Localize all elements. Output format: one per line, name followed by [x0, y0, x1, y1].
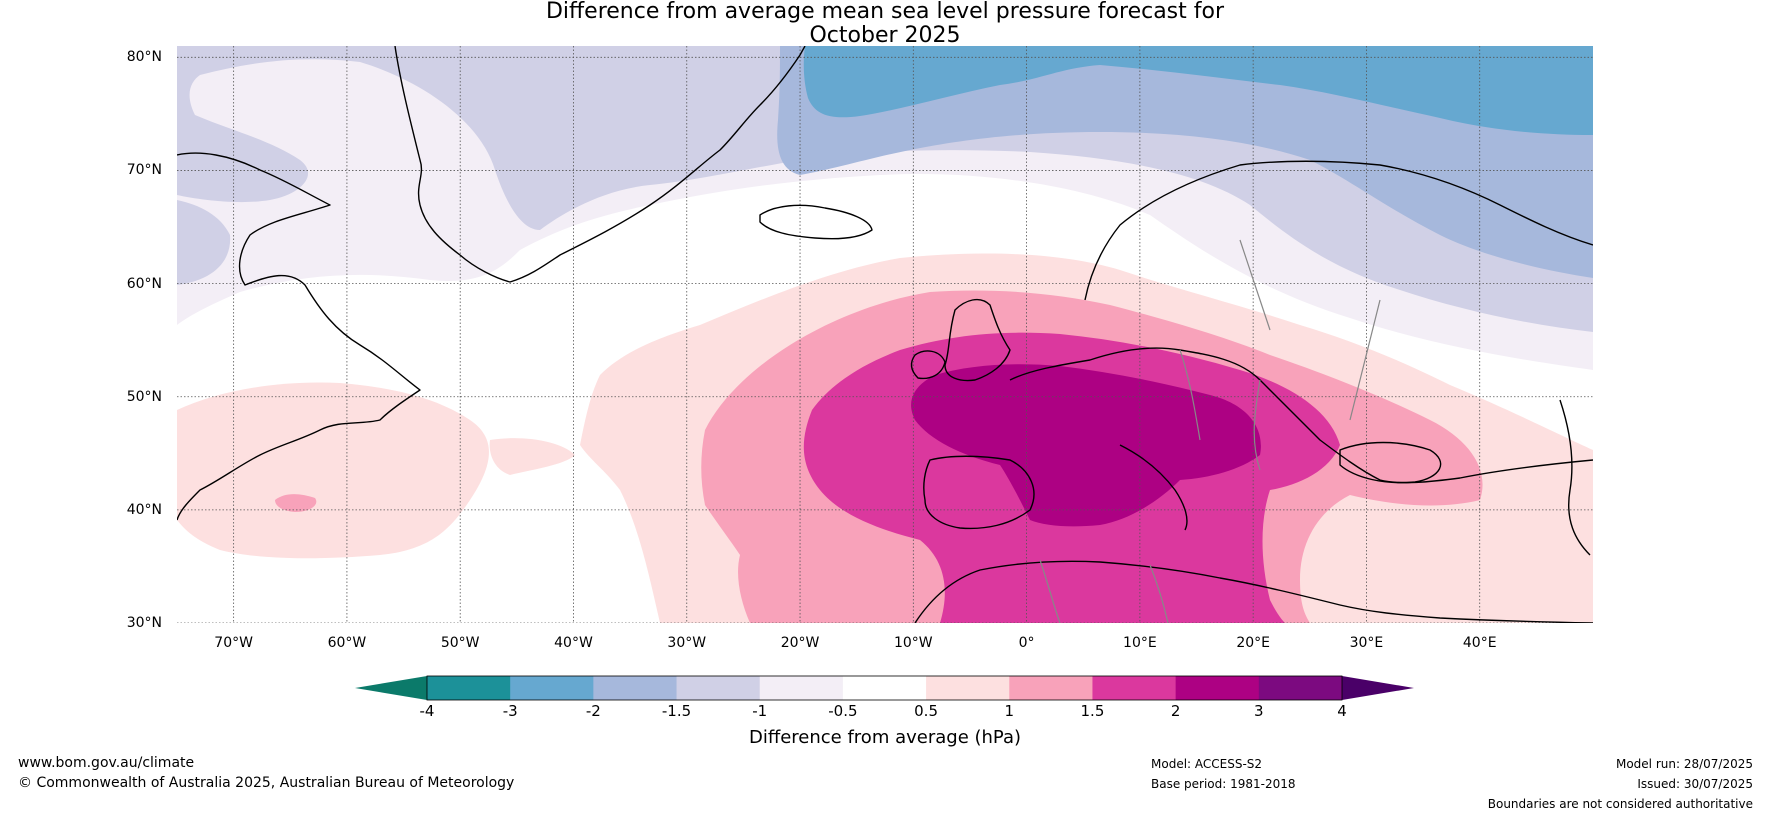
- footer-boundaries: Boundaries are not considered authoritat…: [1487, 797, 1753, 811]
- colorbar-tick-label: -0.5: [828, 702, 858, 720]
- map-title: Difference from average mean sea level p…: [0, 0, 1770, 48]
- longitude-label: 40°E: [1462, 635, 1497, 651]
- longitude-label: 10°E: [1123, 635, 1157, 651]
- longitude-label: 40°W: [554, 635, 593, 651]
- colorbar-tick-label: -1: [752, 702, 768, 720]
- contour-pos-2-to-3: [911, 364, 1261, 527]
- coastline-uk: [944, 298, 1011, 382]
- title-line-2: October 2025: [809, 23, 961, 48]
- colorbar-swatch: [759, 676, 844, 700]
- colorbar-swatch: [1092, 676, 1177, 700]
- latitude-label: 50°N: [126, 388, 162, 405]
- colorbar-tick-label: 3: [1254, 702, 1264, 720]
- colorbar-swatch: [926, 676, 1010, 700]
- coastline-ireland: [910, 350, 946, 380]
- colorbar-under-arrow: [355, 676, 427, 700]
- coastline-greenland: [394, 46, 806, 283]
- colorbar-tick-label: -4: [419, 702, 435, 720]
- colorbar-tick-label: 4: [1337, 702, 1347, 720]
- colorbar-tick-label: 0.5: [914, 702, 938, 720]
- colorbar-label: Difference from average (hPa): [748, 727, 1022, 748]
- colorbar-swatch: [427, 676, 511, 700]
- coastline-north-africa: [914, 560, 1593, 623]
- contour-pos-1-to-1p5-patch: [275, 494, 317, 512]
- coastline-scandinavia: [1084, 160, 1593, 301]
- footer-website: www.bom.gov.au/climate: [18, 755, 195, 771]
- longitude-label: 70°W: [214, 635, 253, 651]
- coastline-black-sea: [1339, 441, 1442, 484]
- longitude-label: 20°E: [1236, 635, 1270, 651]
- longitude-label: 0°: [1018, 635, 1035, 651]
- longitude-label: 50°W: [440, 635, 480, 651]
- coastline-italy: [1119, 444, 1188, 531]
- coastline-canada: [177, 152, 421, 521]
- longitude-label: 30°W: [667, 635, 707, 651]
- footer-base-period: Base period: 1981-2018: [1151, 777, 1296, 791]
- longitude-label: 10°W: [893, 635, 933, 651]
- latitude-label: 60°N: [126, 275, 162, 292]
- colorbar-tick-label: 1: [1004, 702, 1015, 720]
- latitude-label: 30°N: [126, 615, 162, 631]
- longitude-label: 30°E: [1349, 635, 1384, 651]
- longitude-label: 20°W: [780, 635, 820, 651]
- colorbar-tick-label: 1.5: [1080, 702, 1105, 720]
- graticule: [177, 46, 1593, 623]
- colorbar-tick-label: -3: [502, 702, 518, 720]
- colorbar-over-arrow: [1342, 676, 1414, 700]
- colorbar-swatch: [1258, 676, 1343, 700]
- contour-west-patch: [177, 200, 231, 285]
- footer-issued: Issued: 30/07/2025: [1637, 777, 1753, 791]
- footer-model-run: Model run: 28/07/2025: [1615, 757, 1753, 771]
- colorbar-swatch: [1009, 676, 1093, 700]
- latitude-label: 80°N: [126, 49, 162, 66]
- latitude-label: 40°N: [126, 501, 162, 518]
- coastline-continent: [1009, 347, 1593, 484]
- coastline-iceland: [759, 204, 873, 240]
- contour-pos-0p5-to-1-west: [177, 382, 489, 559]
- contour-pos-0p5-to-1-channel: [489, 438, 575, 475]
- coastline-iberia: [923, 455, 1035, 530]
- colorbar-tick-label: -2: [585, 702, 601, 720]
- title-line-1: Difference from average mean sea level p…: [545, 0, 1225, 24]
- coastlines: [177, 46, 1593, 623]
- colorbar-swatch: [1175, 676, 1260, 700]
- colorbar-outline: [426, 675, 1343, 701]
- colorbar-swatch: [510, 676, 594, 700]
- longitude-label: 60°W: [327, 635, 367, 651]
- colorbar-tick-label: -1.5: [661, 702, 692, 720]
- colorbar-swatch: [842, 676, 927, 700]
- coastline-caspian-east: [1559, 399, 1591, 556]
- colorbar-swatch: [593, 676, 678, 700]
- latitude-label: 70°N: [126, 162, 162, 179]
- contour-neg-2-to-neg-3: [803, 46, 1593, 135]
- colorbar-tick-label: 2: [1170, 702, 1181, 720]
- footer-copyright: © Commonwealth of Australia 2025, Austra…: [18, 775, 515, 791]
- colorbar-swatch: [676, 676, 761, 700]
- country-borders: [1039, 239, 1381, 623]
- footer-model: Model: ACCESS-S2: [1151, 757, 1263, 771]
